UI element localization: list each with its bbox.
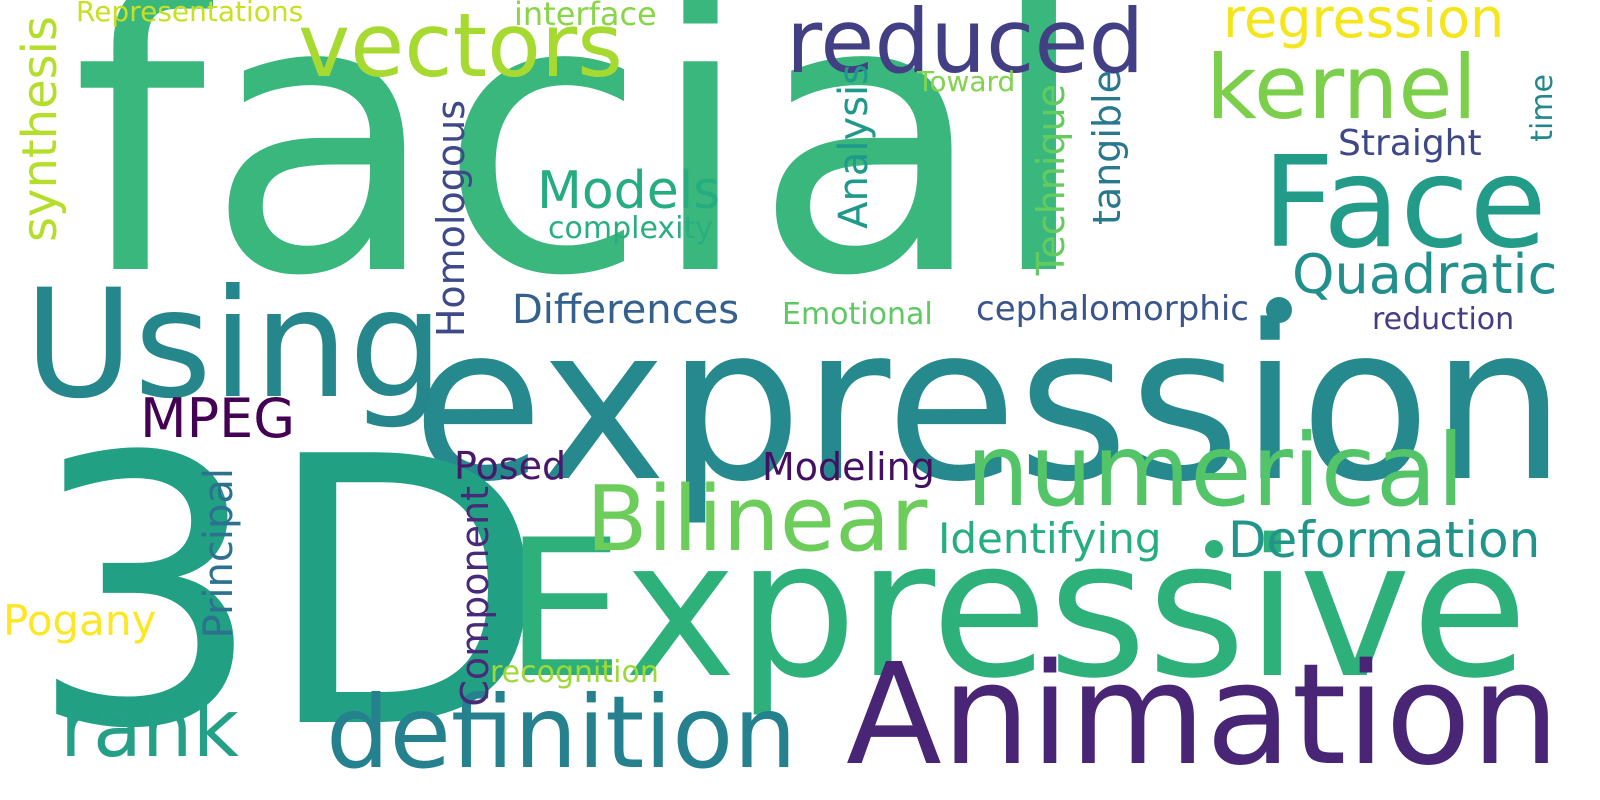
- word-definition: definition: [326, 674, 797, 791]
- word-complexity: complexity: [548, 211, 713, 246]
- word-toward: Toward: [917, 65, 1016, 98]
- word-models: Models: [537, 161, 721, 221]
- word-face: Face: [1262, 129, 1547, 276]
- word-expression: expression: [412, 280, 1567, 529]
- dot-mark: [1266, 297, 1292, 323]
- word-pogany: Pogany: [3, 596, 157, 645]
- word-animation: Animation: [846, 634, 1560, 797]
- word-technique: Technique: [1029, 84, 1073, 276]
- word-principal: Principal: [196, 468, 242, 639]
- word-tangible: tangible: [1085, 70, 1129, 226]
- word-bilinear: Bilinear: [586, 467, 928, 572]
- word-quadratic: Quadratic: [1292, 243, 1558, 306]
- word-rank: rank: [60, 682, 239, 775]
- word-posed: Posed: [454, 444, 567, 488]
- word-deformation: Deformation: [1228, 511, 1541, 569]
- word-numerical: numerical: [966, 412, 1465, 529]
- word-homologous: Homologous: [429, 100, 473, 338]
- word-expressive: Expressive: [504, 499, 1529, 720]
- word-reduced: reduced: [786, 0, 1145, 93]
- word-reduction: reduction: [1372, 302, 1515, 337]
- word-synthesis: synthesis: [12, 16, 68, 242]
- word-component: Component: [453, 486, 497, 707]
- word-straight: Straight: [1338, 123, 1482, 164]
- word-representations: Representations: [76, 0, 304, 28]
- word-identifying: Identifying: [938, 514, 1162, 563]
- word-3d: 3D: [28, 380, 549, 800]
- word-cephalomorphic: cephalomorphic: [976, 289, 1249, 329]
- word-using: Using: [24, 258, 444, 432]
- word-modeling: Modeling: [762, 445, 935, 489]
- word-recognition: recognition: [490, 655, 659, 690]
- word-differences: Differences: [512, 287, 740, 333]
- word-kernel: kernel: [1206, 36, 1477, 139]
- word-interface: interface: [514, 0, 657, 33]
- word-analysis: Analysis: [831, 64, 877, 229]
- word-time: time: [1525, 74, 1560, 142]
- word-vectors: vectors: [298, 0, 623, 97]
- word-mpeg: MPEG: [140, 387, 296, 450]
- word-emotional: Emotional: [782, 297, 933, 332]
- word-facial: facial: [72, 0, 1092, 359]
- word-regression: regression: [1223, 0, 1505, 50]
- dot-mark: [1205, 540, 1223, 558]
